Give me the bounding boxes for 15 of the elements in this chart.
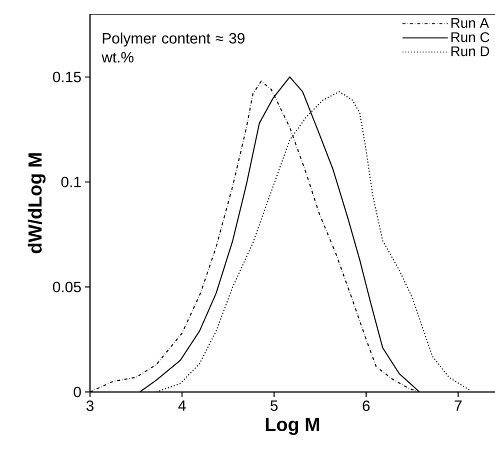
y-axis-title: dW/dLog M bbox=[28, 153, 46, 254]
x-tick-label: 4 bbox=[178, 400, 186, 411]
x-tick-label: 7 bbox=[454, 400, 462, 411]
legend-label: Run C bbox=[451, 32, 490, 42]
x-tick-label: 3 bbox=[86, 400, 94, 412]
x-axis-title: Log M bbox=[266, 418, 320, 435]
y-tick-label: 0.05 bbox=[52, 282, 81, 292]
x-tick-label: 6 bbox=[362, 400, 370, 412]
legend-label: Run D bbox=[451, 46, 490, 56]
annotation: Polymer content ≈ 39 wt.% bbox=[102, 32, 244, 62]
y-tick-label: 0.1 bbox=[61, 176, 81, 188]
y-tick-label: 0 bbox=[74, 386, 81, 398]
legend-label: Run A bbox=[451, 18, 490, 28]
y-tick-label: 0.15 bbox=[52, 72, 81, 82]
x-tick-label: 5 bbox=[270, 400, 278, 411]
